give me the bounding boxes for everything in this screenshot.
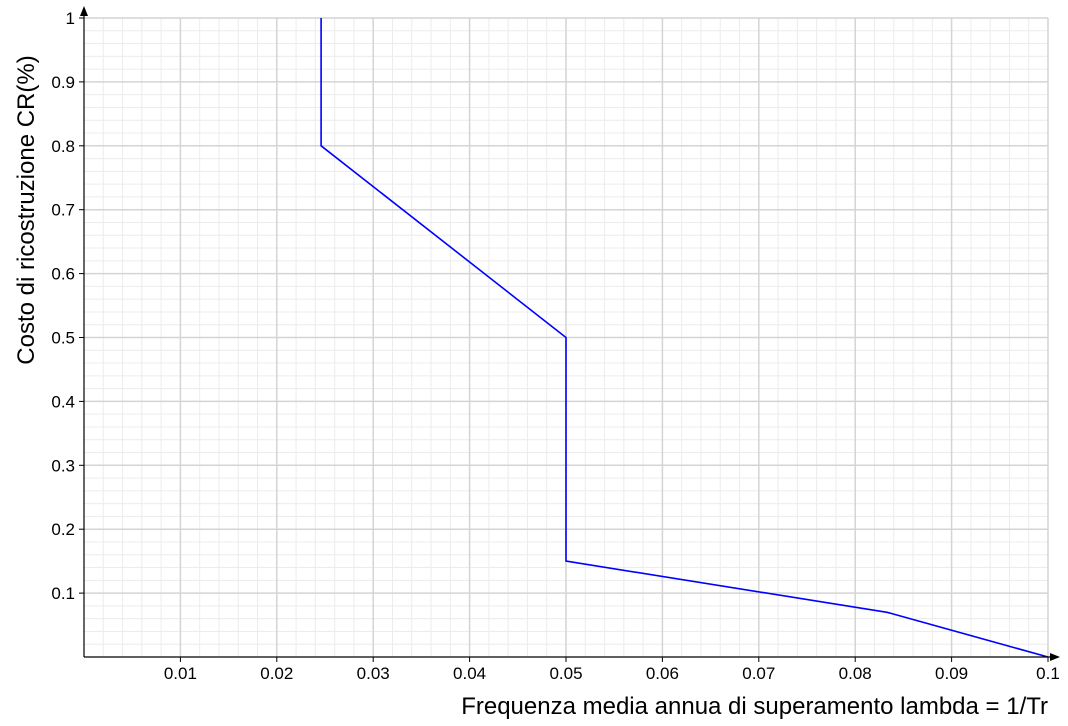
x-tick-labels: 0.01 0.02 0.03 0.04 0.05 0.06 0.07 0.08 0.09 0.1	[164, 664, 1060, 683]
x-tick-label: 0.05	[549, 664, 582, 683]
y-tick-label: 0.4	[51, 392, 75, 411]
x-tick-label: 0.02	[260, 664, 293, 683]
x-axis-arrowhead	[1050, 653, 1060, 661]
y-axis-title: Costo di ricostruzione CR(%)	[13, 55, 40, 364]
y-tick-labels: 0.1 0.2 0.3 0.4 0.5 0.6 0.7 0.8 0.9 1	[51, 9, 75, 603]
x-tick-label: 0.01	[164, 664, 197, 683]
y-tick-label: 0.1	[51, 584, 75, 603]
y-tick-label: 1	[66, 9, 75, 28]
y-tick-label: 0.8	[51, 137, 75, 156]
series-layer	[320, 18, 1049, 658]
x-tick-label: 0.08	[839, 664, 872, 683]
y-tick-label: 0.2	[51, 520, 75, 539]
series-line	[320, 18, 1049, 658]
y-tick-label: 0.6	[51, 265, 75, 284]
y-tick-label: 0.5	[51, 329, 75, 348]
y-tick-label: 0.7	[51, 201, 75, 220]
x-tick-label: 0.04	[453, 664, 486, 683]
x-tick-label: 0.06	[646, 664, 679, 683]
x-tick-label: 0.03	[357, 664, 390, 683]
y-tick-label: 0.3	[51, 456, 75, 475]
axes	[79, 6, 1060, 662]
x-tick-label: 0.07	[742, 664, 775, 683]
x-axis-title: Frequenza media annua di superamento lam…	[461, 693, 1048, 720]
y-axis-arrowhead	[80, 6, 88, 16]
x-tick-label: 0.1	[1036, 664, 1060, 683]
y-tick-label: 0.9	[51, 73, 75, 92]
x-tick-label: 0.09	[935, 664, 968, 683]
